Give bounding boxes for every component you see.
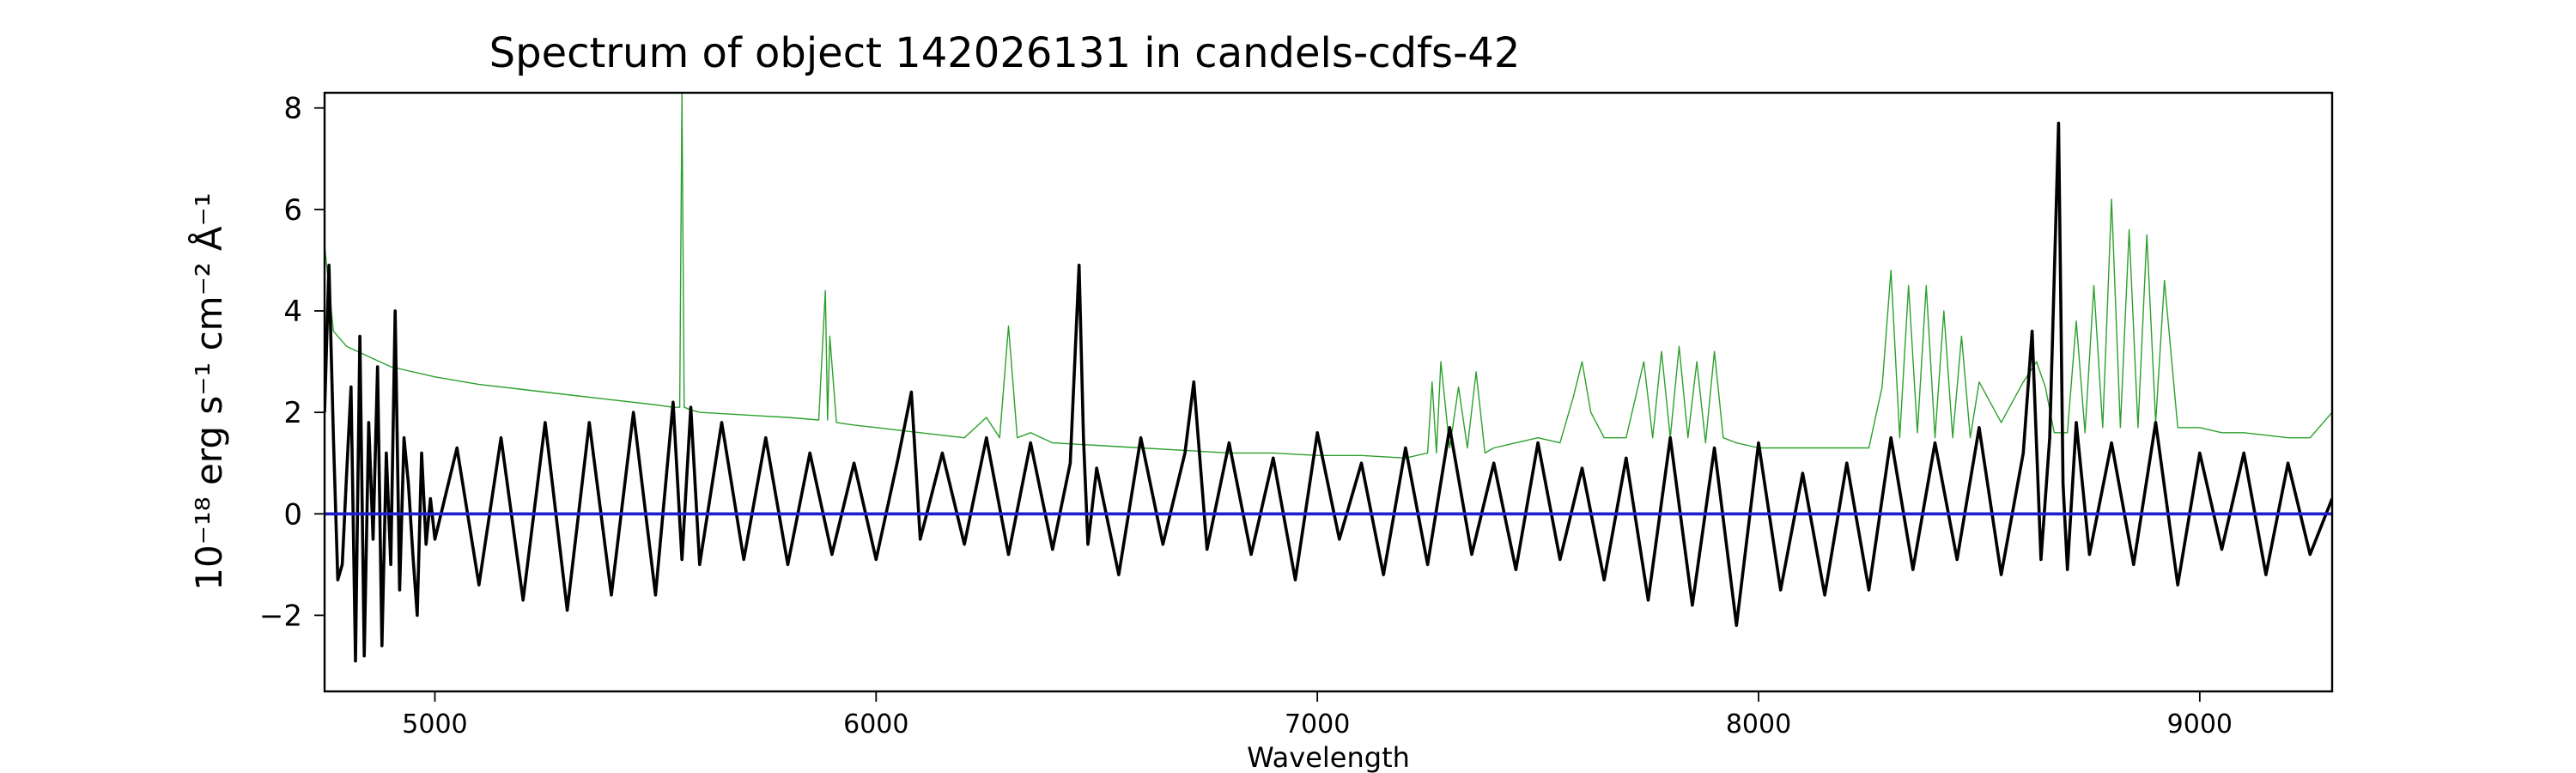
y-tick-label: 6 [283, 193, 302, 228]
series-line-flux [325, 121, 2332, 663]
y-axis: −2 0 2 4 6 8 [259, 92, 325, 633]
x-tick-label: 9000 [2167, 709, 2233, 740]
plot-area [323, 91, 2334, 693]
plot-frame [323, 91, 2334, 693]
series-line-model [325, 93, 2332, 459]
x-tick-label: 8000 [1726, 709, 1791, 740]
y-tick-label: 4 [283, 295, 302, 329]
chart-title: Spectrum of object 142026131 in candels-… [489, 29, 1521, 77]
series-layer [325, 93, 2332, 663]
x-tick-label: 6000 [843, 709, 908, 740]
x-tick-label: 5000 [402, 709, 467, 740]
y-tick-label: 0 [283, 497, 302, 532]
x-axis-label: Wavelength [1247, 741, 1410, 773]
x-tick-label: 7000 [1285, 709, 1350, 740]
y-tick-label: 8 [283, 92, 302, 126]
x-axis: 5000 6000 7000 8000 9000 [402, 691, 2233, 740]
y-axis-label: 10⁻¹⁸ erg s⁻¹ cm⁻² Å⁻¹ [187, 192, 230, 590]
y-tick-label: 2 [283, 396, 302, 430]
y-tick-label: −2 [259, 599, 302, 633]
